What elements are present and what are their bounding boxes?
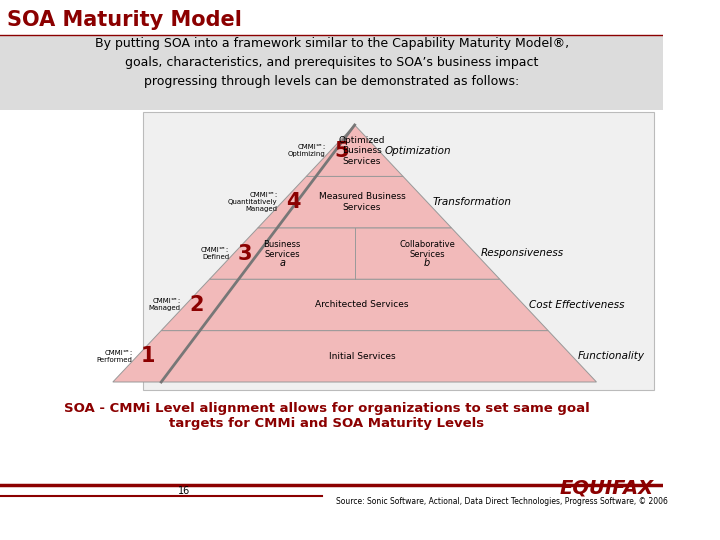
Text: Transformation: Transformation <box>433 197 512 207</box>
Text: CMMI℠:
Quantitatively
Managed: CMMI℠: Quantitatively Managed <box>228 192 277 212</box>
Text: 16: 16 <box>178 486 190 496</box>
Text: Optimized
Business
Services: Optimized Business Services <box>339 136 385 166</box>
Text: targets for CMMi and SOA Maturity Levels: targets for CMMi and SOA Maturity Levels <box>169 417 485 430</box>
Text: SOA - CMMi Level alignment allows for organizations to set same goal: SOA - CMMi Level alignment allows for or… <box>64 402 590 415</box>
Text: CMMI℠:
Managed: CMMI℠: Managed <box>149 299 181 312</box>
Text: 1: 1 <box>140 346 156 366</box>
Polygon shape <box>161 279 548 330</box>
FancyBboxPatch shape <box>143 112 654 390</box>
Text: Architected Services: Architected Services <box>315 300 409 309</box>
Text: Initial Services: Initial Services <box>329 352 395 361</box>
Text: Business
Services: Business Services <box>264 240 301 259</box>
Text: Cost Effectiveness: Cost Effectiveness <box>529 300 625 310</box>
Text: Optimization: Optimization <box>384 146 451 156</box>
Polygon shape <box>306 125 403 177</box>
Polygon shape <box>258 177 451 228</box>
Text: CMMI℠:
Optimizing: CMMI℠: Optimizing <box>288 144 326 157</box>
FancyBboxPatch shape <box>0 35 663 110</box>
Text: Source: Sonic Software, Actional, Data Direct Technologies, Progress Software, ©: Source: Sonic Software, Actional, Data D… <box>336 497 668 507</box>
Text: CMMI℠:
Performed: CMMI℠: Performed <box>96 350 132 363</box>
Text: Collaborative
Services: Collaborative Services <box>400 240 455 259</box>
Text: 3: 3 <box>238 244 252 264</box>
Polygon shape <box>210 228 500 279</box>
Text: b: b <box>424 258 431 267</box>
Text: SOA Maturity Model: SOA Maturity Model <box>7 10 242 30</box>
Text: 4: 4 <box>286 192 300 212</box>
Text: By putting SOA into a framework similar to the Capability Maturity Model®,
goals: By putting SOA into a framework similar … <box>94 37 569 88</box>
Text: a: a <box>279 258 285 267</box>
Text: Measured Business
Services: Measured Business Services <box>319 192 405 212</box>
Text: 2: 2 <box>189 295 204 315</box>
Polygon shape <box>113 330 596 382</box>
Text: 5: 5 <box>334 141 348 161</box>
Text: CMMI℠:
Defined: CMMI℠: Defined <box>201 247 229 260</box>
Text: EQUIFAX: EQUIFAX <box>560 478 654 497</box>
Text: Functionality: Functionality <box>578 352 645 361</box>
Text: Responsiveness: Responsiveness <box>481 248 564 259</box>
